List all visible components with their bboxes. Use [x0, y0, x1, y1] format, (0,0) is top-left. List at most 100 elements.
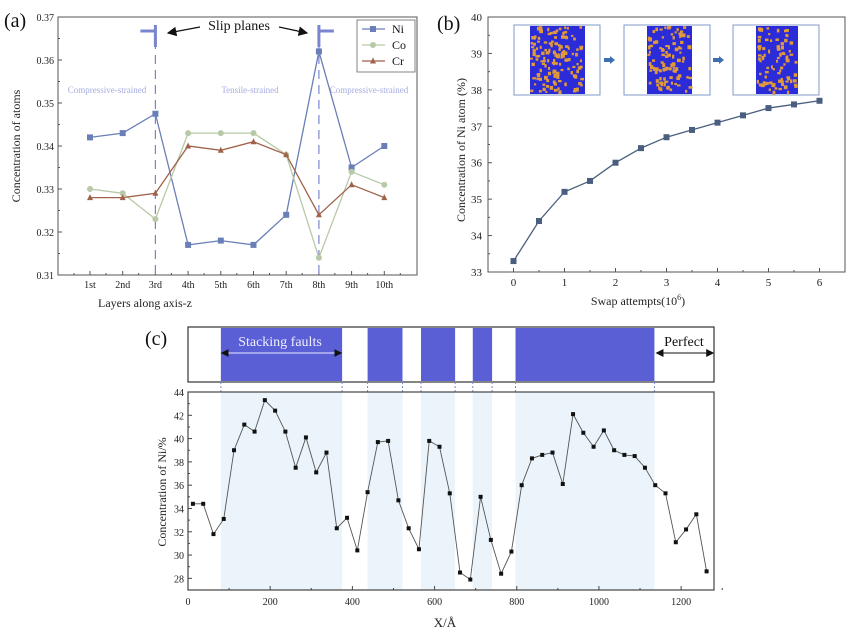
data-point-ni-c [427, 438, 432, 443]
inset-atom-other [551, 40, 554, 43]
inset-atom-other [553, 82, 557, 85]
slip-plane-arrow [166, 26, 201, 37]
inset-atom-other [764, 75, 768, 79]
inset-atom-other [554, 36, 558, 39]
inset-atom-other [542, 83, 546, 86]
inset-atom-other [680, 40, 684, 45]
inset-atom-other [794, 85, 798, 88]
data-point-ni-c [437, 444, 442, 449]
inset-atom-other [783, 29, 788, 33]
data-point-ni-c [365, 490, 370, 495]
inset-atom-other [564, 82, 567, 87]
inset-atom-other [663, 77, 666, 81]
data-point-ni-b [791, 101, 797, 108]
data-point-ni-c [314, 470, 319, 475]
inset-atom-other [665, 50, 668, 55]
y-tick-label-a: 0.35 [37, 99, 55, 110]
data-point-ni-c [262, 398, 267, 403]
data-point-ni-c [283, 429, 288, 434]
inset-atom-other [786, 76, 791, 79]
inset-atom-other [538, 26, 543, 31]
x-tick-label-a: 6th [247, 280, 260, 291]
data-point-cr [152, 189, 159, 196]
inset-atom-other [772, 90, 776, 95]
inset-atom-other [552, 69, 557, 74]
y-axis-label-a: Concentration of atoms [9, 89, 23, 202]
inset-atom-other [648, 81, 652, 85]
inset-atom-other [573, 89, 577, 93]
inset-atom-other [776, 48, 781, 51]
inset-atom-other [648, 50, 651, 54]
inset-atom-other [757, 38, 761, 43]
inset-atom-other [680, 34, 685, 38]
inset-atom-other [770, 65, 774, 69]
inset-atom-other [530, 41, 533, 45]
series-line-co [89, 132, 385, 260]
data-point-ni-c [273, 408, 278, 413]
inset-atom-other [769, 39, 773, 43]
stacking-fault-region [421, 392, 456, 590]
inset-atom-other [763, 82, 767, 86]
inset-atom-other [776, 45, 781, 49]
inset-atom-other [560, 54, 563, 59]
legend-a [356, 19, 416, 73]
data-point-ni-c [684, 527, 689, 532]
y-tick-label-c: 42 [174, 411, 184, 422]
inset-atom-other [552, 50, 556, 55]
inset-atom-other [545, 51, 550, 55]
inset-atom-other [778, 79, 782, 83]
inset-atom-other [768, 49, 771, 54]
x-axis-label-b: Swap attempts(106) [591, 293, 685, 308]
region-label-tensile: Tensile-strained [221, 85, 279, 95]
inset-snapshot [513, 24, 601, 96]
inset-atom-other [648, 45, 651, 50]
data-point-ni-b [561, 188, 568, 195]
inset-atom-other [649, 44, 654, 48]
inset-atom-other [662, 67, 666, 72]
data-point-cr [217, 146, 224, 153]
inset-atom-other [786, 34, 789, 38]
inset-atom-other [662, 63, 666, 68]
inset-atom-other [664, 26, 667, 29]
data-point-ni-b [740, 112, 746, 119]
inset-atom-other [676, 84, 681, 87]
inset-atom-other [670, 33, 674, 36]
inset-atom-other [559, 45, 563, 49]
inset-atom-other [765, 81, 769, 85]
x-tick-label-b: 5 [766, 277, 772, 289]
y-tick-label-a: 0.34 [37, 142, 55, 153]
inset-atom-other [534, 83, 537, 86]
data-point-co [87, 186, 93, 192]
data-point-ni [185, 241, 192, 248]
atomistic-band [367, 328, 403, 381]
inset-atom-other [779, 69, 782, 72]
inset-atom-other [541, 51, 545, 56]
x-tick-label-a: 9th [345, 280, 358, 291]
inset-atom-other [577, 66, 582, 70]
y-tick-label-b: 35 [471, 194, 483, 206]
inset-atom-other [659, 69, 662, 73]
data-point-ni-c [345, 515, 350, 520]
inset-atom-other [565, 45, 569, 48]
inset-atom-other [771, 83, 776, 88]
data-point-cr [283, 151, 290, 158]
y-tick-label-a: 0.33 [37, 185, 55, 196]
inset-atom-other [539, 29, 544, 34]
inset-atom-other [783, 85, 788, 90]
inset-atom-other [666, 66, 669, 71]
inset-atom-other [688, 67, 692, 71]
data-point-ni-c [673, 540, 678, 545]
inset-atom-other [685, 89, 688, 93]
inset-atom-other [655, 27, 659, 32]
inset-atom-other [553, 58, 556, 63]
inset-atom-other [759, 72, 762, 76]
inset-atom-other [557, 79, 562, 83]
inset-atom-other [664, 66, 668, 71]
inset-atom-other [679, 51, 682, 54]
inset-atom-other [780, 45, 784, 50]
legend-label-ni: Ni [392, 22, 405, 36]
inset-atom-other [535, 55, 539, 58]
inset-atom-other [785, 56, 788, 61]
data-point-ni-c [458, 570, 463, 575]
inset-atom-other [558, 62, 562, 66]
